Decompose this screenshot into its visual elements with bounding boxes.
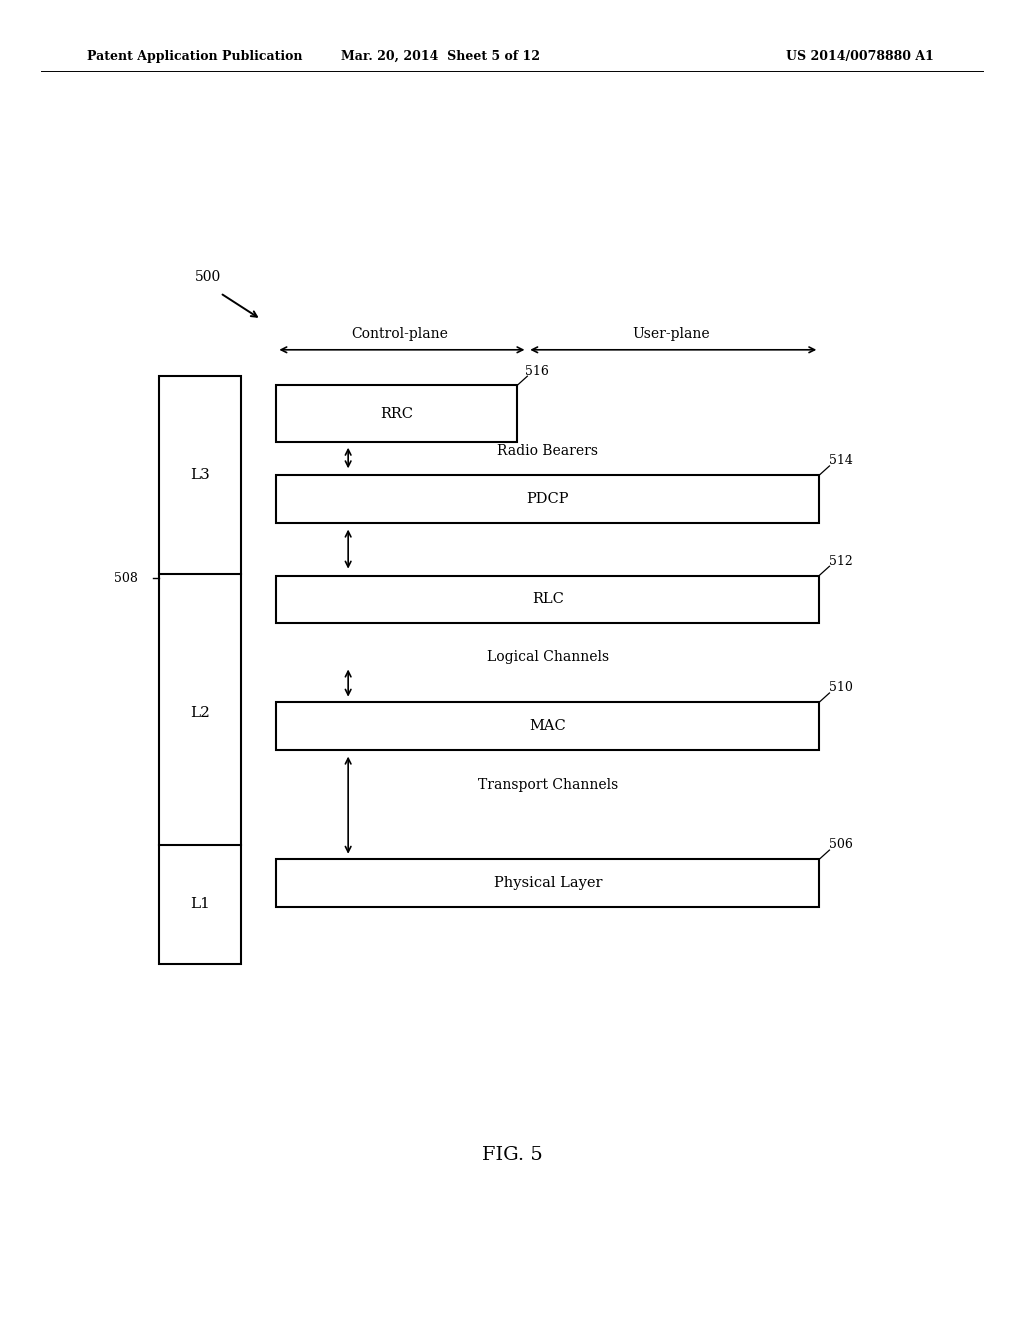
Text: 516: 516 xyxy=(525,364,549,378)
Text: Patent Application Publication: Patent Application Publication xyxy=(87,50,302,63)
Text: US 2014/0078880 A1: US 2014/0078880 A1 xyxy=(786,50,934,63)
Text: Mar. 20, 2014  Sheet 5 of 12: Mar. 20, 2014 Sheet 5 of 12 xyxy=(341,50,540,63)
Text: L1: L1 xyxy=(189,898,210,911)
Text: L3: L3 xyxy=(189,469,210,482)
Text: 510: 510 xyxy=(829,681,853,694)
Text: 500: 500 xyxy=(195,271,221,284)
Text: Logical Channels: Logical Channels xyxy=(486,651,609,664)
Text: RRC: RRC xyxy=(380,407,414,421)
Text: RLC: RLC xyxy=(531,593,564,606)
Text: Radio Bearers: Radio Bearers xyxy=(498,445,598,458)
Bar xyxy=(276,385,517,442)
Text: 508: 508 xyxy=(115,572,138,585)
Text: Physical Layer: Physical Layer xyxy=(494,876,602,890)
Text: L2: L2 xyxy=(189,706,210,719)
Text: PDCP: PDCP xyxy=(526,492,569,506)
Bar xyxy=(276,859,819,907)
Text: FIG. 5: FIG. 5 xyxy=(481,1146,543,1164)
Text: Transport Channels: Transport Channels xyxy=(478,779,617,792)
Text: Control-plane: Control-plane xyxy=(351,326,447,341)
Bar xyxy=(159,376,241,964)
Text: 512: 512 xyxy=(829,554,853,568)
Bar xyxy=(276,576,819,623)
Text: User-plane: User-plane xyxy=(632,326,710,341)
Text: 514: 514 xyxy=(829,454,853,467)
Bar xyxy=(276,475,819,523)
Text: MAC: MAC xyxy=(529,719,566,733)
Text: 506: 506 xyxy=(829,838,853,851)
Bar xyxy=(276,702,819,750)
